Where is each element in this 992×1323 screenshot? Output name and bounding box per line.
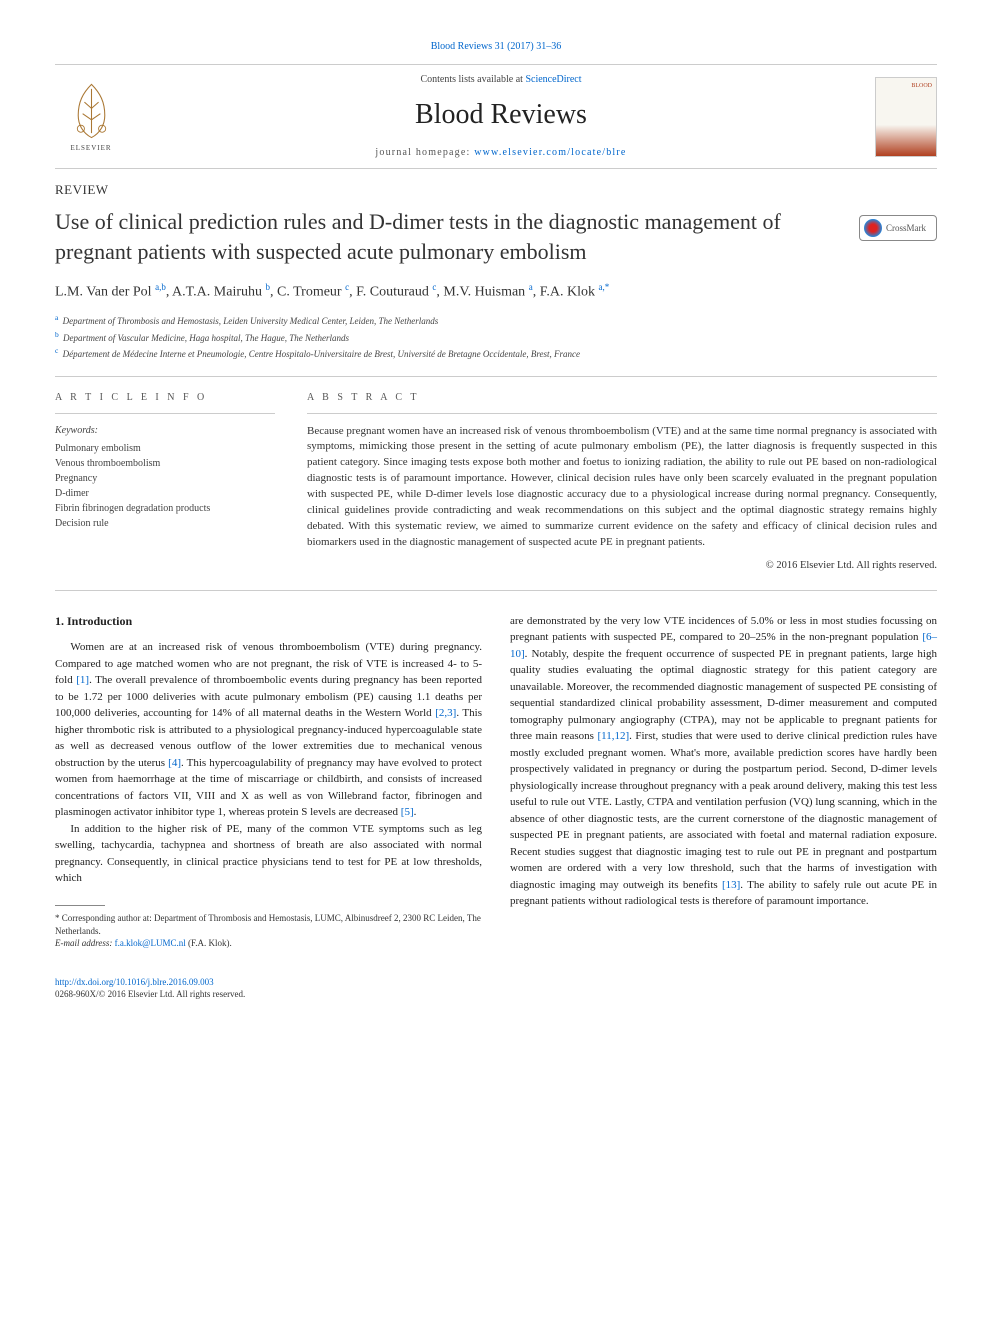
journal-name: Blood Reviews [127,95,875,134]
journal-homepage: journal homepage: www.elsevier.com/locat… [127,146,875,160]
article-info-heading: A R T I C L E I N F O [55,391,275,414]
left-column: 1. Introduction Women are at an increase… [55,613,482,950]
header-center: Contents lists available at ScienceDirec… [127,73,875,160]
homepage-link[interactable]: www.elsevier.com/locate/blre [474,147,626,158]
elsevier-logo: ELSEVIER [55,80,127,154]
keyword: Venous thromboembolism [55,456,275,471]
contents-prefix: Contents lists available at [420,74,525,85]
keyword: Decision rule [55,516,275,531]
keywords-label: Keywords: [55,424,275,438]
ref-link[interactable]: [13] [722,879,740,891]
email-label: E-mail address: [55,938,115,948]
footnote-separator [55,905,105,906]
crossmark-icon [864,219,882,237]
ref-link[interactable]: [4] [168,757,181,769]
article-title: Use of clinical prediction rules and D-d… [55,207,841,266]
left-body-text: Women are at an increased risk of venous… [55,639,482,887]
affiliation: b Department of Vascular Medicine, Haga … [55,329,937,346]
keyword: Pulmonary embolism [55,441,275,456]
journal-header: ELSEVIER Contents lists available at Sci… [55,64,937,169]
top-citation[interactable]: Blood Reviews 31 (2017) 31–36 [55,40,937,54]
affiliation: a Department of Thrombosis and Hemostasi… [55,312,937,329]
abstract-column: A B S T R A C T Because pregnant women h… [307,391,937,574]
body-paragraph: In addition to the higher risk of PE, ma… [55,821,482,887]
ref-link[interactable]: [1] [76,674,89,686]
keyword: D-dimer [55,486,275,501]
crossmark-badge[interactable]: CrossMark [859,215,937,241]
ref-link[interactable]: [11,12] [597,730,629,742]
affiliation: c Département de Médecine Interne et Pne… [55,345,937,362]
authors-list: L.M. Van der Pol a,b, A.T.A. Mairuhu b, … [55,281,937,302]
corresponding-text: * Corresponding author at: Department of… [55,912,482,937]
homepage-prefix: journal homepage: [375,147,474,158]
body-paragraph: are demonstrated by the very low VTE inc… [510,613,937,910]
email-name: (F.A. Klok). [186,938,232,948]
publisher-name: ELSEVIER [70,144,111,154]
elsevier-tree-icon [64,80,119,142]
corresponding-author-footnote: * Corresponding author at: Department of… [55,912,482,950]
abstract-text: Because pregnant women have an increased… [307,424,937,552]
ref-link[interactable]: [6–10] [510,631,937,660]
body-columns: 1. Introduction Women are at an increase… [55,613,937,950]
issn-copyright: 0268-960X/© 2016 Elsevier Ltd. All right… [55,989,245,999]
section-divider [55,590,937,591]
article-info-column: A R T I C L E I N F O Keywords: Pulmonar… [55,391,275,574]
ref-link[interactable]: [5] [401,806,414,818]
section-1-heading: 1. Introduction [55,613,482,630]
doi-link[interactable]: http://dx.doi.org/10.1016/j.blre.2016.09… [55,977,214,987]
right-column: are demonstrated by the very low VTE inc… [510,613,937,950]
ref-link[interactable]: [2,3] [435,707,456,719]
contents-available: Contents lists available at ScienceDirec… [127,73,875,87]
cover-label: BLOOD [911,82,932,90]
right-body-text: are demonstrated by the very low VTE inc… [510,613,937,910]
article-type: REVIEW [55,181,937,199]
keywords-list: Pulmonary embolismVenous thromboembolism… [55,441,275,531]
abstract-copyright: © 2016 Elsevier Ltd. All rights reserved… [307,559,937,574]
crossmark-label: CrossMark [886,222,926,235]
journal-cover-thumbnail: BLOOD [875,77,937,157]
body-paragraph: Women are at an increased risk of venous… [55,639,482,821]
abstract-heading: A B S T R A C T [307,391,937,414]
keyword: Pregnancy [55,471,275,486]
corresponding-email-link[interactable]: f.a.klok@LUMC.nl [115,938,186,948]
affiliations: a Department of Thrombosis and Hemostasi… [55,312,937,362]
keyword: Fibrin fibrinogen degradation products [55,501,275,516]
footer-info: http://dx.doi.org/10.1016/j.blre.2016.09… [55,976,937,1001]
sciencedirect-link[interactable]: ScienceDirect [525,74,581,85]
